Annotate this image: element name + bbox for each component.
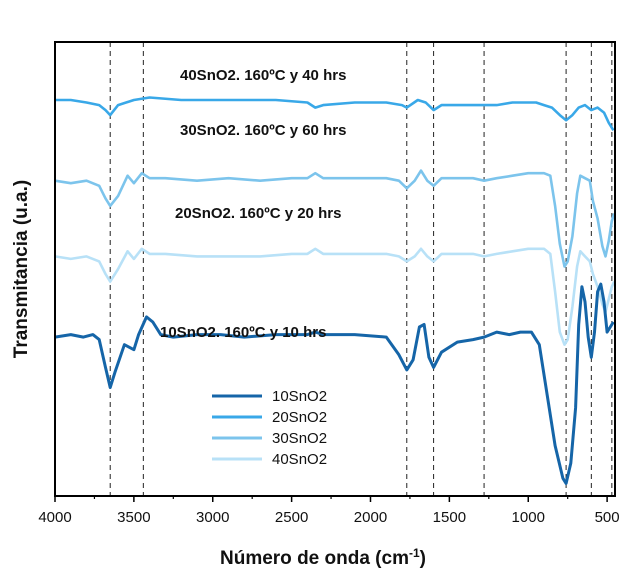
x-tick-label: 1500 (433, 509, 466, 526)
legend-label-20SnO2: 20SnO2 (272, 409, 327, 426)
series-line-40SnO2 (54, 247, 616, 346)
annotation-10: 10SnO2. 160ºC y 10 hrs (160, 324, 326, 341)
x-axis-title-main: Número de onda (cm (220, 548, 409, 569)
legend-label-10SnO2: 10SnO2 (272, 388, 327, 405)
x-tick-label: 2000 (354, 509, 387, 526)
legend-label-30SnO2: 30SnO2 (272, 430, 327, 447)
x-tick-label: 500 (595, 509, 620, 526)
series-line-30SnO2 (54, 169, 616, 268)
annotation-20: 20SnO2. 160ºC y 20 hrs (175, 205, 341, 222)
x-tick-label: 4000 (38, 509, 71, 526)
legend: 10SnO2 20SnO2 30SnO2 40SnO2 (212, 388, 327, 468)
reference-lines (109, 42, 613, 496)
series-line-10SnO2 (54, 282, 615, 485)
annotation-40: 40SnO2. 160ºC y 40 hrs (180, 67, 346, 84)
x-axis-title-end: ) (420, 548, 426, 569)
y-axis-title: Transmitancia (u.a.) (11, 180, 32, 358)
x-axis-title: Número de onda (cm-1) (220, 546, 426, 569)
legend-label-40SnO2: 40SnO2 (272, 451, 327, 468)
x-tick-label: 3500 (117, 509, 150, 526)
series-group (54, 96, 616, 485)
x-axis-ticks: 4000 3500 3000 2500 2000 1500 1000 500 (38, 496, 620, 526)
series-line-20SnO2 (55, 96, 615, 131)
x-tick-label: 3000 (196, 509, 229, 526)
x-tick-label: 2500 (275, 509, 308, 526)
x-axis-title-sup: -1 (409, 546, 420, 560)
annotation-30: 30SnO2. 160ºC y 60 hrs (180, 122, 346, 139)
x-tick-label: 1000 (512, 509, 545, 526)
plot-frame (54, 41, 616, 497)
